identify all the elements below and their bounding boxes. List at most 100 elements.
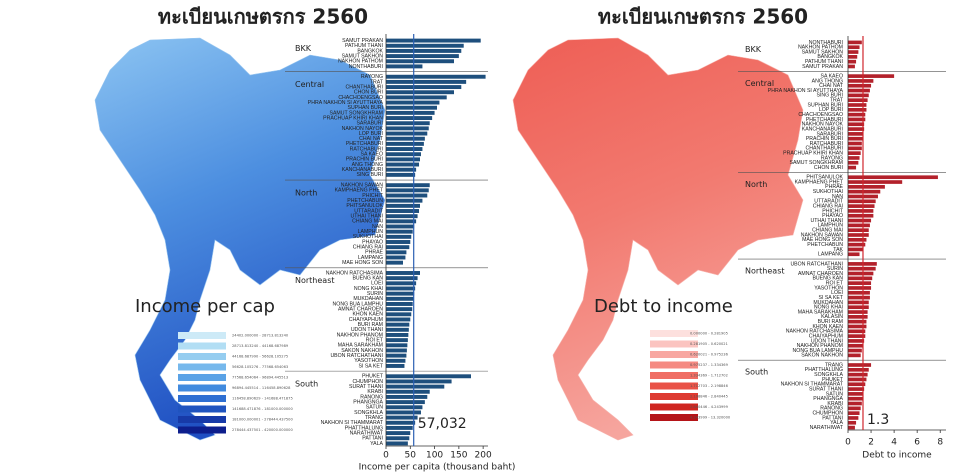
bar <box>386 332 409 337</box>
legend-swatch <box>178 363 226 371</box>
bar <box>848 271 874 276</box>
x-tick-label: 0 <box>383 451 389 461</box>
category-label: KALASIN <box>821 314 843 320</box>
bar <box>848 98 868 103</box>
category-label: NAN <box>832 194 843 200</box>
bar <box>848 343 863 348</box>
bar <box>386 141 424 146</box>
bar <box>386 64 423 69</box>
bar <box>386 100 440 105</box>
category-label: BANGKOK <box>817 54 843 60</box>
category-label: LOP BURI <box>819 107 843 113</box>
category-label: PHRAE <box>825 184 843 190</box>
bar <box>848 420 857 425</box>
legend-label: 0.281905 - 0.620021 <box>690 342 728 346</box>
chart-title: ทะเบียนเกษตรกร 2560 <box>158 5 368 29</box>
bar <box>386 410 421 415</box>
bar <box>848 295 870 300</box>
legend-swatch <box>650 330 698 337</box>
bar <box>386 291 415 296</box>
category-label: CHAI NAT <box>819 83 844 89</box>
bar <box>386 79 467 84</box>
category-label: SAKON NAKHON <box>801 353 843 359</box>
bar <box>386 322 410 327</box>
bar <box>386 389 430 394</box>
x-axis-label: Debt to income <box>862 451 932 461</box>
bar <box>848 416 859 420</box>
bar <box>386 48 462 53</box>
category-label: ROI ET <box>826 281 844 287</box>
category-label: SA KAEO <box>821 73 844 79</box>
group-label: BKK <box>295 44 312 53</box>
legend-label: 96894.445514 - 116458.890628 <box>232 386 291 390</box>
category-label: SATUN <box>826 391 843 397</box>
bar <box>848 305 869 310</box>
category-label: PHETCHABURI <box>346 141 383 147</box>
category-label: PHANGNGA <box>813 396 843 402</box>
category-label: UTHAI THANI <box>811 218 843 224</box>
debt-map <box>512 37 804 441</box>
x-tick-label: 4 <box>891 438 897 448</box>
bar <box>848 40 862 45</box>
bar <box>386 234 412 239</box>
category-label: UBON RATCHATHANI <box>790 261 843 267</box>
bar <box>386 240 411 244</box>
bar <box>848 117 866 122</box>
category-label: SUPHAN BURI <box>808 102 843 108</box>
legend-label: 181000.000001 - 278444.437500 <box>232 418 293 422</box>
category-label: CHACHOENGSAO <box>338 95 383 101</box>
bar <box>848 107 867 112</box>
x-tick-label: 0 <box>845 438 851 448</box>
legend-swatch <box>650 393 698 400</box>
bar <box>848 185 885 189</box>
bar <box>386 85 462 90</box>
category-label: SONGKHLA <box>814 372 843 378</box>
bar <box>386 219 417 224</box>
group-label: Central <box>295 80 324 89</box>
legend-label: 0.975237 - 1.334369 <box>690 363 729 367</box>
bar <box>848 204 875 208</box>
bar <box>386 379 452 384</box>
category-label: SING BURI <box>816 93 843 99</box>
bar <box>386 343 408 348</box>
category-label: TAK <box>833 247 843 253</box>
bar <box>848 353 861 358</box>
bar <box>848 175 938 180</box>
category-label: PHUKET <box>362 374 384 380</box>
category-label: RAYONG <box>361 74 383 80</box>
bar <box>848 334 866 338</box>
category-label: NAKHON PATHOM <box>338 59 383 65</box>
category-label: PHETCHABUN <box>807 242 843 248</box>
category-label: SUKHOTHAI <box>813 189 843 195</box>
category-label: KHON KAEN <box>352 312 383 318</box>
category-label: NAKHON NAYOK <box>342 126 384 132</box>
bar <box>848 141 862 146</box>
category-label: NARATHIWAT <box>350 430 384 436</box>
category-label: NONG KHAI <box>814 305 843 311</box>
category-label: SAMUT PRAKAN <box>802 64 843 70</box>
bar <box>848 45 860 50</box>
category-label: AMNAT CHAROEN <box>338 307 383 313</box>
bar <box>848 392 863 396</box>
category-label: RANONG <box>820 406 843 412</box>
bar <box>386 224 415 229</box>
bar <box>848 329 866 334</box>
bar <box>386 110 435 115</box>
category-label: LOEI <box>831 290 843 296</box>
bar <box>848 276 873 281</box>
category-label: SA KAEO <box>361 152 384 158</box>
category-label: NONTHABURI <box>809 40 843 46</box>
legend-swatch <box>650 382 698 390</box>
legend-label: 116458.890629 - 141688.471875 <box>232 397 293 401</box>
legend-label: 278444.437501 - 420000.000000 <box>232 428 293 432</box>
category-label: CHON BURI <box>814 165 843 171</box>
map-shape <box>94 37 386 441</box>
bar <box>386 126 429 131</box>
legend-swatch <box>178 405 226 413</box>
bar <box>848 146 862 151</box>
bar <box>848 286 872 290</box>
category-label: PHATTHALUNG <box>805 367 843 373</box>
bar <box>386 431 411 436</box>
bar <box>848 377 867 382</box>
legend-swatch <box>650 351 698 358</box>
